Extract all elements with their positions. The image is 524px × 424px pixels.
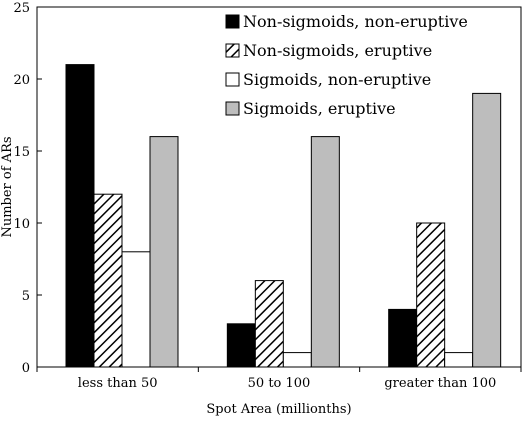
bar-1-3 <box>388 308 418 368</box>
y-tick-label: 25 <box>13 1 30 16</box>
bar-4-3 <box>472 92 502 368</box>
axes <box>36 6 522 372</box>
bar-3-1 <box>121 251 151 368</box>
bar-2-3 <box>416 222 446 368</box>
bar-4-1 <box>149 136 179 368</box>
bar-2-1 <box>93 193 123 368</box>
bar-2-2 <box>254 280 284 368</box>
x-tick-label: greater than 100 <box>384 376 496 391</box>
x-tick-label: less than 50 <box>78 376 158 391</box>
legend-label-4: Sigmoids, eruptive <box>243 99 396 118</box>
legend-swatch-2 <box>225 43 240 58</box>
legend-label-1: Non-sigmoids, non-eruptive <box>243 12 468 31</box>
y-tick-label: 10 <box>13 217 30 232</box>
y-axis-title: Number of ARs <box>0 136 15 237</box>
legend: Non-sigmoids, non-eruptive Non-sigmoids, … <box>225 12 468 118</box>
legend-swatch-1 <box>225 14 240 29</box>
x-axis-title: Spot Area (millionths) <box>206 402 351 417</box>
bars <box>65 64 502 368</box>
y-tick-label: 20 <box>13 73 30 88</box>
legend-swatch-3 <box>225 72 240 87</box>
legend-swatch-4 <box>225 101 240 116</box>
bar-4-2 <box>310 136 340 368</box>
bar-3-3 <box>444 352 474 368</box>
bar-3-2 <box>282 352 312 368</box>
y-tick-label: 0 <box>22 361 30 376</box>
legend-label-2: Non-sigmoids, eruptive <box>243 41 432 60</box>
tick-labels: 0 5 10 15 20 25 less than 50 50 to 100 greater t… <box>13 1 496 391</box>
legend-label-3: Sigmoids, non-eruptive <box>243 70 431 89</box>
y-tick-label: 5 <box>22 289 30 304</box>
x-tick-label: 50 to 100 <box>248 376 311 391</box>
bar-1-1 <box>65 64 95 368</box>
y-tick-label: 15 <box>13 145 30 160</box>
bar-1-2 <box>226 323 256 368</box>
